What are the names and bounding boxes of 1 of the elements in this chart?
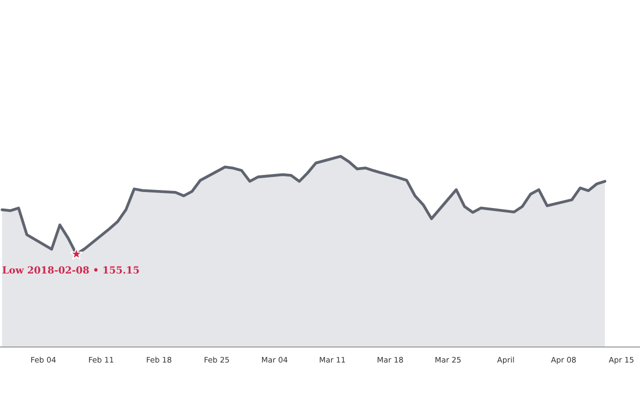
- annotation: Low 2018-02-08 • 155.15: [2, 266, 139, 274]
